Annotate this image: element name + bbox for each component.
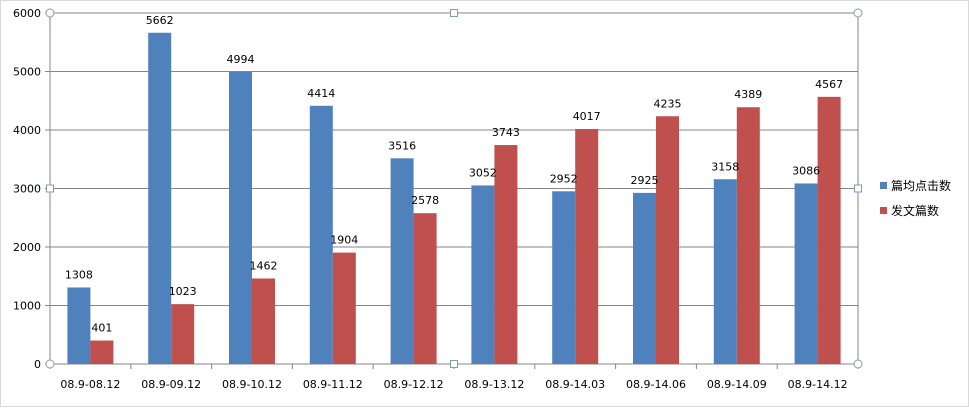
- x-tick-label: 08.9-08.12: [60, 378, 120, 391]
- resize-handle-edge: [450, 9, 458, 17]
- bar-series-2: [575, 129, 599, 364]
- x-tick-label: 08.9-10.12: [222, 378, 282, 391]
- x-tick-label: 08.9-14.06: [626, 378, 686, 391]
- bar-series-1: [229, 71, 252, 364]
- data-label: 4414: [307, 87, 335, 100]
- data-label: 4567: [815, 78, 843, 91]
- x-tick-label: 08.9-13.12: [464, 378, 524, 391]
- x-tick-label: 08.9-11.12: [303, 378, 363, 391]
- bar-series-2: [171, 304, 195, 364]
- data-label: 4994: [227, 53, 255, 66]
- selection-handles: [45, 8, 863, 369]
- bar-series-1: [148, 32, 172, 364]
- data-label: 3743: [492, 126, 520, 139]
- data-label: 2925: [631, 174, 659, 187]
- bars: [67, 32, 841, 364]
- y-tick-label: 5000: [13, 66, 41, 79]
- y-tick-label: 1000: [13, 300, 41, 313]
- data-label: 401: [91, 322, 112, 335]
- x-tick-label: 08.9-09.12: [141, 378, 201, 391]
- x-tick-label: 08.9-14.12: [788, 378, 848, 391]
- bar-series-2: [736, 107, 760, 364]
- data-label: 4235: [654, 97, 682, 110]
- x-tick-label: 08.9-14.03: [545, 378, 605, 391]
- data-label: 3086: [792, 164, 820, 177]
- bar-series-1: [552, 191, 576, 364]
- x-tick-label: 08.9-14.09: [707, 378, 767, 391]
- data-label: 4389: [734, 88, 762, 101]
- data-label: 2952: [550, 172, 578, 185]
- resize-handle-corner: [853, 359, 863, 369]
- data-label: 1308: [65, 268, 93, 281]
- bar-series-2: [332, 252, 356, 364]
- data-label: 3052: [469, 166, 497, 179]
- data-label: 3158: [711, 160, 739, 173]
- data-label: 1904: [330, 234, 358, 247]
- resize-handle-edge: [450, 360, 458, 368]
- y-tick-label: 4000: [13, 124, 41, 137]
- bar-series-1: [794, 183, 818, 364]
- bar-series-2: [252, 278, 275, 364]
- bar-series-1: [471, 185, 495, 364]
- data-label: 1462: [250, 259, 278, 272]
- data-label: 3516: [388, 139, 416, 152]
- bar-series-1: [390, 158, 414, 364]
- bar-series-2: [413, 213, 437, 364]
- bar-series-1: [309, 105, 333, 364]
- data-label: 2578: [411, 194, 439, 207]
- y-tick-label: 0: [34, 358, 41, 371]
- legend-swatch: [880, 182, 887, 189]
- y-tick-label: 3000: [13, 183, 41, 196]
- y-tick-label: 6000: [13, 7, 41, 20]
- bar-series-1: [633, 192, 656, 364]
- resize-handle-corner: [853, 8, 863, 18]
- data-label: 5662: [146, 14, 174, 27]
- bar-series-2: [90, 340, 114, 364]
- resize-handle-corner: [45, 8, 55, 18]
- legend-label: 篇均点击数: [891, 178, 951, 193]
- y-tick-label: 2000: [13, 241, 41, 254]
- bar-series-2: [656, 116, 679, 364]
- data-labels: 1308 5662 4994 4414 3516 3052 2952 2925 3158 3086…: [65, 14, 843, 335]
- data-label: 1023: [169, 285, 197, 298]
- resize-handle-edge: [46, 184, 54, 193]
- x-tick-label: 08.9-12.12: [384, 378, 444, 391]
- data-label: 4017: [573, 110, 601, 123]
- legend-label: 发文篇数: [891, 203, 939, 218]
- resize-handle-corner: [45, 359, 55, 369]
- bar-series-2: [494, 145, 518, 364]
- bar-series-2: [817, 96, 841, 364]
- bar-series-1: [67, 287, 91, 364]
- legend-swatch: [880, 207, 887, 214]
- bar-series-1: [713, 179, 737, 364]
- resize-handle-edge: [854, 184, 862, 193]
